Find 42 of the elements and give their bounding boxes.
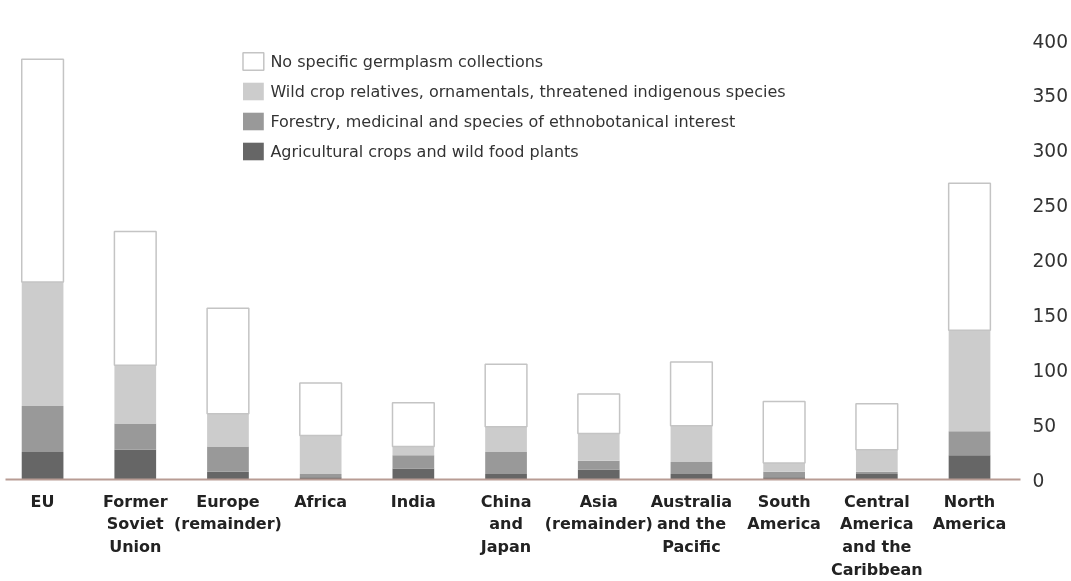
bar [763, 471, 805, 478]
bar [855, 474, 898, 480]
y-tick-label: 150 [1032, 304, 1069, 326]
legend-label: Wild crop relatives, ornamentals, threatened indigenous species [270, 81, 786, 101]
x-tick-label: China and Japan [479, 491, 532, 557]
x-tick-label: Europe (remainder) [174, 491, 282, 534]
y-tick-label: 100 [1032, 359, 1069, 381]
x-tick-label: Central America and the Caribbean [830, 491, 923, 579]
x-tick-label: Africa [294, 491, 348, 511]
x-tick-label: South America [747, 491, 821, 534]
x-tick-label: Former Soviet Union [102, 491, 168, 557]
bar [577, 460, 620, 470]
bar [670, 474, 713, 480]
legend-label: Forestry, medicinal and species of ethnobotanical interest [270, 111, 736, 131]
y-tick-label: 300 [1032, 140, 1069, 162]
bar [485, 452, 527, 475]
bar [21, 405, 64, 453]
y-tick-label: 350 [1032, 85, 1069, 107]
bar [207, 446, 249, 472]
legend-label: Agricultural crops and wild food plants [270, 141, 579, 161]
y-tick-label: 250 [1032, 195, 1069, 217]
y-tick-label: 50 [1032, 414, 1057, 436]
bar [485, 474, 527, 480]
x-tick-label: India [390, 491, 436, 511]
x-tick-label: EU [30, 491, 55, 511]
y-tick-label: 400 [1032, 30, 1069, 52]
bar [114, 423, 157, 450]
bar [207, 471, 249, 480]
bar [392, 455, 435, 469]
bar [948, 455, 991, 480]
bar [21, 452, 64, 480]
bar [855, 471, 898, 475]
bar [577, 469, 620, 480]
y-tick-label: 0 [1032, 469, 1045, 491]
x-tick-label: North America [932, 491, 1007, 534]
legend-label: No specific germplasm collections [270, 51, 544, 71]
bar [948, 431, 991, 456]
bar [670, 461, 713, 475]
bar [392, 468, 435, 480]
bar [114, 449, 157, 480]
bar [763, 477, 805, 480]
y-tick-label: 200 [1032, 250, 1069, 271]
